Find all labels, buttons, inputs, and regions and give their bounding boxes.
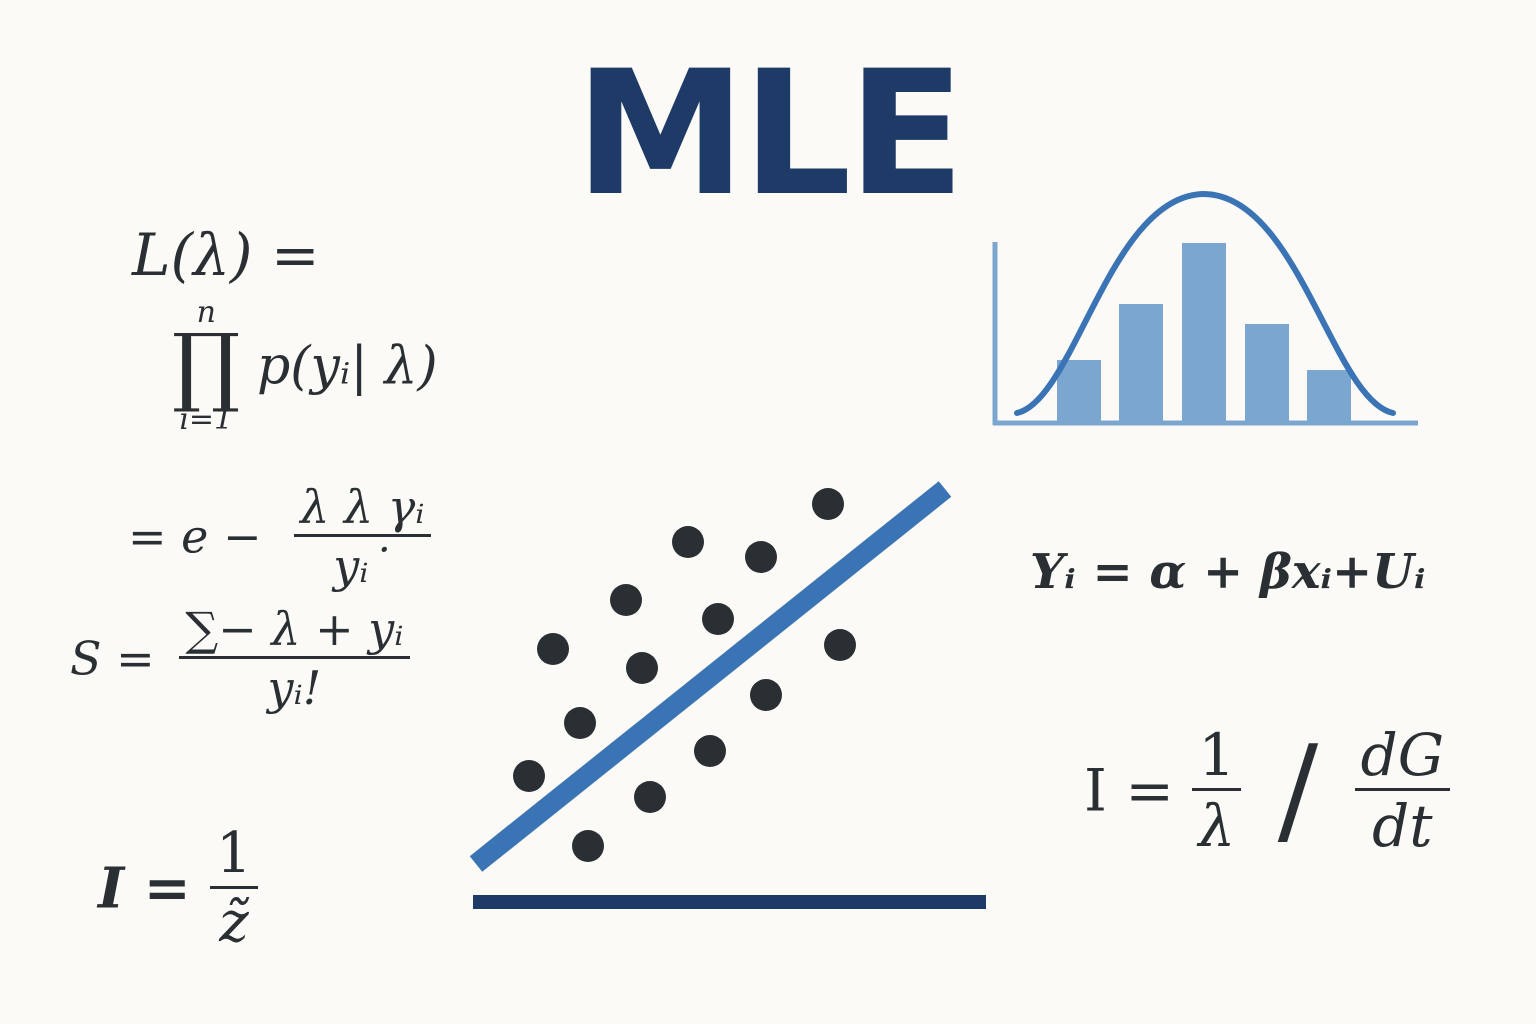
product-symbol: ∏ xyxy=(172,316,241,416)
info2-inverse-denominator: λ xyxy=(1192,788,1242,855)
score-numerator: ∑− λ + yᵢ xyxy=(185,602,404,656)
scatter-point xyxy=(750,679,782,711)
info2-derivative-fraction: dG dt xyxy=(1354,721,1451,855)
score-denominator: yᵢ! xyxy=(179,656,410,711)
histogram-bar xyxy=(1119,304,1163,422)
page-title: MLE xyxy=(574,33,965,234)
poisson-prefix: = e − xyxy=(128,509,262,564)
scatter-point xyxy=(610,584,642,616)
likelihood-product: n ∏ i=1 p(yᵢ| λ) xyxy=(172,298,438,435)
poisson-denominator: yᵢ˙ xyxy=(294,534,431,589)
info2-inverse-numerator: 1 xyxy=(1198,721,1236,789)
score-equation: S = ∑− λ + yᵢ yᵢ! xyxy=(70,606,410,711)
normal-curve xyxy=(1014,190,1396,416)
information-derivative-equation: I = 1 λ / dG dt xyxy=(1084,721,1451,855)
scatter-points xyxy=(513,488,856,862)
histogram-bar xyxy=(1182,243,1226,422)
scatter-point xyxy=(702,603,734,635)
likelihood-lhs: L(λ) = xyxy=(132,221,320,289)
poisson-expression: = e − λ λ γᵢ yᵢ˙ xyxy=(128,484,431,589)
product-body: p(yᵢ| λ) xyxy=(256,336,438,397)
score-lhs: S = xyxy=(70,631,155,686)
scatter-point xyxy=(672,526,704,558)
info2-slash: / xyxy=(1277,720,1319,860)
product-upper-limit: n xyxy=(196,295,216,330)
scatter-point xyxy=(812,488,844,520)
poisson-fraction: λ λ γᵢ yᵢ˙ xyxy=(294,480,431,589)
information-fraction: 1 z̃ xyxy=(210,826,258,951)
information-numerator: 1 xyxy=(216,821,252,886)
product-lower-limit: i=1 xyxy=(179,402,234,438)
information-equation: I = 1 z̃ xyxy=(98,826,258,951)
histogram-bar xyxy=(1307,370,1351,422)
scatter-point xyxy=(513,760,545,792)
info2-inverse-fraction: 1 λ xyxy=(1192,721,1242,855)
score-fraction: ∑− λ + yᵢ yᵢ! xyxy=(179,602,410,711)
info2-derivative-denominator: dt xyxy=(1354,788,1451,855)
scatter-point xyxy=(745,541,777,573)
scatter-point xyxy=(564,707,596,739)
scatter-point xyxy=(694,735,726,767)
info2-derivative-numerator: dG xyxy=(1360,721,1445,789)
poisson-numerator: λ λ γᵢ xyxy=(300,480,425,534)
histogram-bar xyxy=(1245,324,1289,422)
scatter-point xyxy=(824,629,856,661)
histogram-axes xyxy=(992,242,1418,426)
information-lhs: I = xyxy=(98,855,191,922)
scatter-point xyxy=(626,652,658,684)
histogram-bar xyxy=(1057,360,1101,422)
regression-line xyxy=(469,481,952,872)
regression-equation: Yᵢ = α + βxᵢ+Uᵢ xyxy=(1030,544,1426,600)
information-denominator: z̃ xyxy=(210,886,258,951)
scatter-point xyxy=(572,830,604,862)
product-operator: n ∏ i=1 xyxy=(172,298,240,435)
info2-lhs: I = xyxy=(1084,756,1174,825)
scatter-point xyxy=(537,633,569,665)
scatter-point xyxy=(634,781,666,813)
